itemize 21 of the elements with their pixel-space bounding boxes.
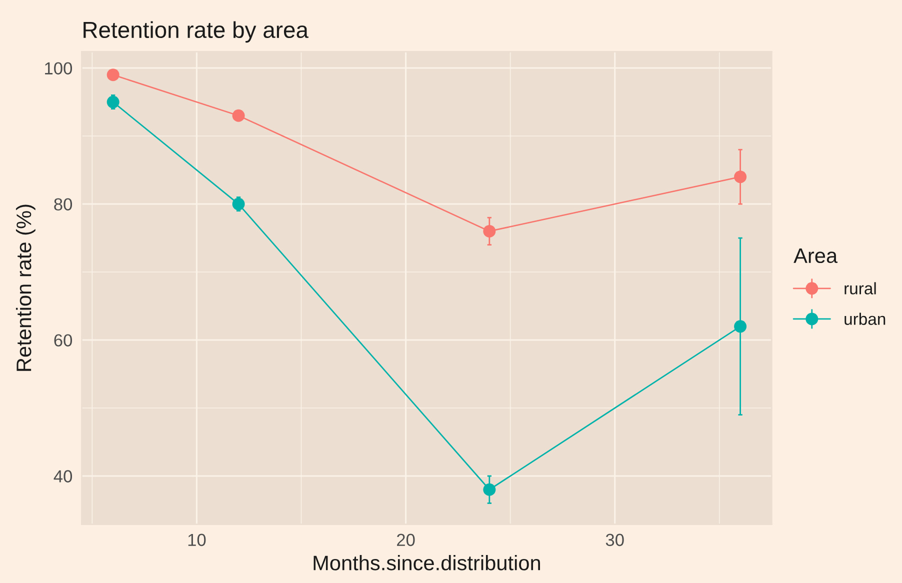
x-tick-label: 30 <box>606 534 624 546</box>
x-tick-label: 10 <box>188 534 206 546</box>
chart-title: Retention rate by area <box>84 21 308 43</box>
y-axis-title: Retention rate (%) <box>16 204 36 371</box>
point <box>483 483 496 496</box>
legend-label: urban <box>844 312 886 325</box>
point <box>232 109 245 122</box>
point <box>232 198 245 210</box>
point <box>734 170 747 184</box>
point <box>483 224 496 238</box>
legend-title: Area <box>794 248 838 264</box>
y-tick-label: 100 <box>45 62 72 74</box>
point <box>106 96 120 108</box>
legend-label: rural <box>844 282 876 294</box>
x-axis-title: Months.since.distribution <box>314 555 540 570</box>
y-tick-label: 80 <box>54 198 72 210</box>
point <box>106 68 120 82</box>
y-tick-label: 40 <box>54 470 72 482</box>
y-tick-label: 60 <box>54 334 72 346</box>
x-tick-label: 20 <box>397 534 415 546</box>
point <box>734 320 747 333</box>
